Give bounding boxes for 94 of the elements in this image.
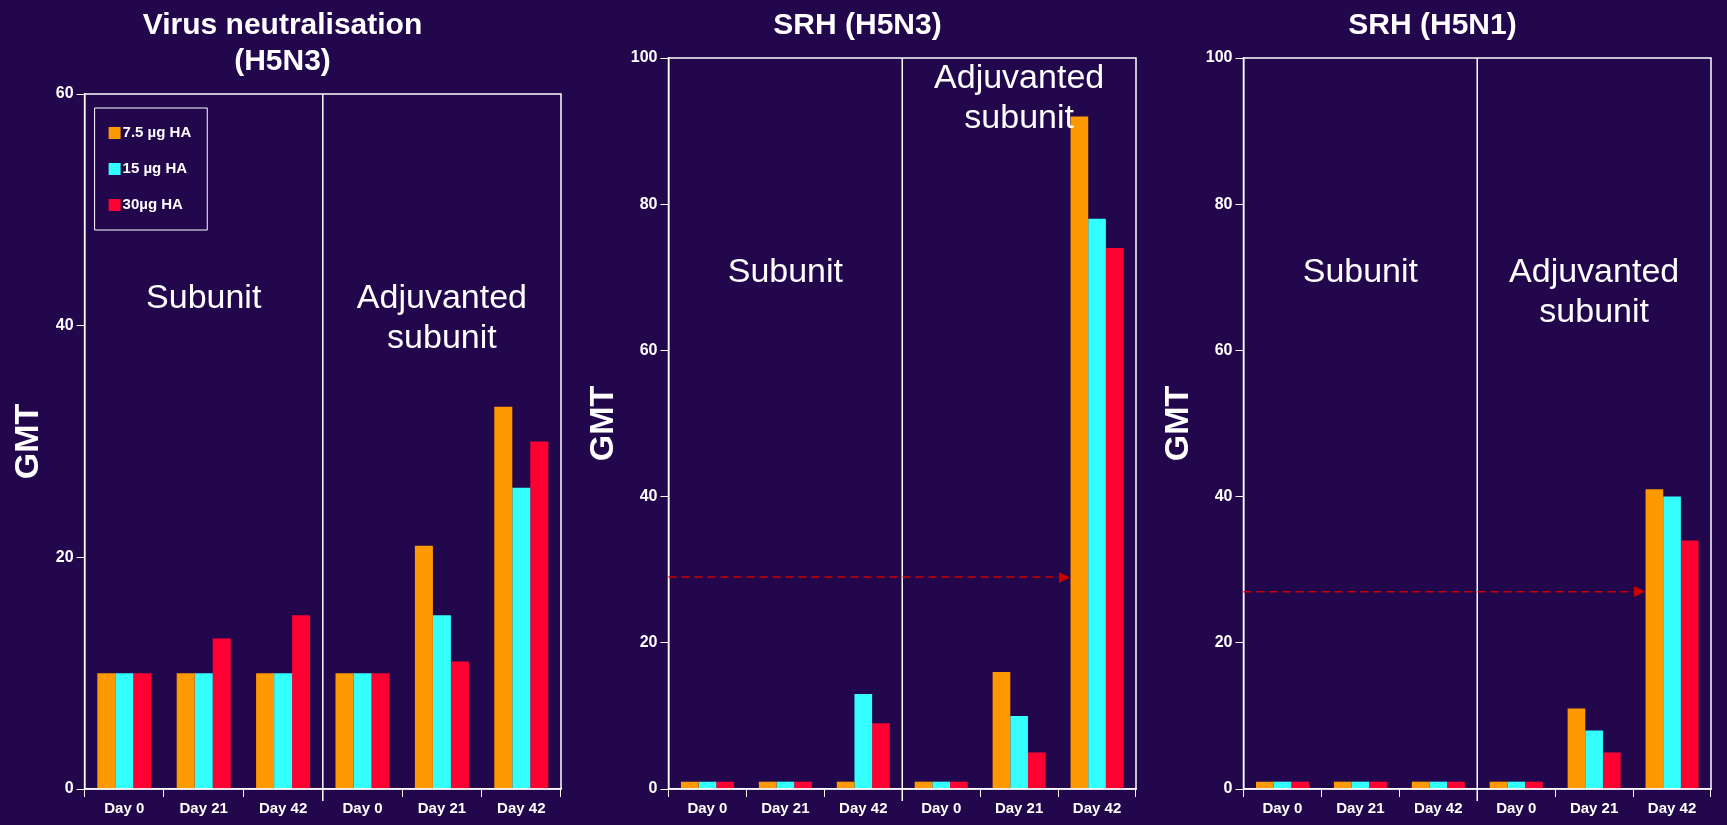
x-tick-label: Day 42 bbox=[497, 799, 546, 817]
bar bbox=[1291, 781, 1309, 789]
bar bbox=[194, 673, 213, 789]
bar bbox=[1602, 752, 1621, 789]
bar bbox=[97, 673, 116, 789]
x-tick-label: Day 21 bbox=[761, 799, 810, 817]
annotation: Subunit bbox=[146, 277, 262, 316]
legend-label: 30µg HA bbox=[122, 195, 184, 213]
y-tick-label: 60 bbox=[639, 340, 658, 358]
y-tick-label: 40 bbox=[55, 316, 74, 334]
bar bbox=[794, 781, 812, 789]
bar bbox=[133, 673, 152, 789]
y-tick-label: 100 bbox=[1205, 48, 1233, 66]
bar bbox=[1507, 781, 1526, 789]
bar bbox=[1027, 752, 1046, 789]
y-tick-label: 0 bbox=[648, 779, 658, 797]
y-tick-label: 0 bbox=[64, 779, 74, 797]
bar bbox=[335, 673, 354, 789]
chart-title: SRH (H5N3) bbox=[773, 7, 942, 41]
bar bbox=[1088, 218, 1106, 789]
x-tick-label: Day 42 bbox=[1072, 799, 1122, 817]
y-tick-label: 20 bbox=[639, 633, 658, 651]
y-tick-label: 20 bbox=[55, 547, 74, 565]
bar bbox=[1369, 781, 1387, 789]
annotation: Adjuvanted subunit bbox=[1509, 250, 1680, 329]
bar bbox=[758, 781, 777, 789]
annotation: Adjuvanted subunit bbox=[356, 277, 527, 356]
bar bbox=[1585, 730, 1603, 789]
x-tick-label: Day 21 bbox=[179, 799, 228, 817]
x-tick-label: Day 42 bbox=[1647, 799, 1697, 817]
bar bbox=[176, 673, 195, 789]
x-tick-label: Day 42 bbox=[258, 799, 308, 817]
bar bbox=[932, 781, 951, 789]
bar bbox=[950, 781, 968, 789]
y-tick-label: 60 bbox=[55, 84, 74, 102]
x-tick-label: Day 21 bbox=[1336, 799, 1385, 817]
bar bbox=[256, 673, 275, 789]
y-tick-label: 20 bbox=[1214, 633, 1233, 651]
y-tick-label: 80 bbox=[639, 194, 658, 212]
x-tick-label: Day 0 bbox=[342, 799, 383, 817]
annotation: Subunit bbox=[727, 250, 844, 289]
bar bbox=[1255, 781, 1274, 789]
x-tick-label: Day 0 bbox=[687, 799, 728, 817]
bar bbox=[353, 673, 372, 789]
y-axis-title: GMT bbox=[1156, 385, 1195, 462]
bar bbox=[274, 673, 293, 789]
y-tick-label: 100 bbox=[630, 48, 658, 66]
bar bbox=[1447, 781, 1465, 789]
bar bbox=[1333, 781, 1352, 789]
bar bbox=[530, 441, 549, 789]
x-tick-label: Day 21 bbox=[417, 799, 467, 817]
chart-title: SRH (H5N1) bbox=[1348, 7, 1517, 41]
annotation: Adjuvanted subunit bbox=[934, 57, 1105, 136]
bar bbox=[1645, 489, 1664, 789]
legend-label: 7.5 µg HA bbox=[122, 123, 192, 141]
bar bbox=[680, 781, 699, 789]
y-tick-label: 0 bbox=[1223, 779, 1233, 797]
y-axis-title: GMT bbox=[581, 385, 620, 462]
bar bbox=[1010, 715, 1028, 789]
x-tick-label: Day 0 bbox=[1496, 799, 1537, 817]
bar bbox=[716, 781, 734, 789]
bar bbox=[1680, 540, 1699, 789]
bar bbox=[371, 673, 390, 789]
bar bbox=[1525, 781, 1543, 789]
bar bbox=[1663, 496, 1681, 789]
bar bbox=[512, 487, 531, 789]
x-tick-label: Day 42 bbox=[839, 799, 888, 817]
x-tick-label: Day 0 bbox=[104, 799, 145, 817]
y-tick-label: 80 bbox=[1214, 194, 1233, 212]
bar bbox=[1567, 708, 1586, 789]
bar bbox=[494, 406, 513, 789]
bar bbox=[414, 545, 433, 789]
y-tick-label: 40 bbox=[1214, 487, 1233, 505]
chart-title: Virus neutralisation (H5N3) bbox=[142, 7, 423, 77]
legend-label: 15 µg HA bbox=[122, 159, 188, 177]
x-tick-label: Day 0 bbox=[921, 799, 962, 817]
bar bbox=[212, 638, 231, 789]
y-tick-label: 40 bbox=[639, 487, 658, 505]
bar bbox=[1429, 781, 1448, 789]
x-tick-label: Day 21 bbox=[1569, 799, 1619, 817]
bar bbox=[872, 723, 890, 789]
bar bbox=[432, 615, 451, 789]
y-axis-title: GMT bbox=[6, 403, 45, 480]
bar bbox=[115, 673, 134, 789]
bar bbox=[992, 672, 1011, 789]
bar bbox=[1105, 248, 1124, 789]
x-tick-label: Day 0 bbox=[1262, 799, 1303, 817]
bar bbox=[854, 693, 873, 789]
y-tick-label: 60 bbox=[1214, 340, 1233, 358]
bar bbox=[450, 661, 469, 789]
x-tick-label: Day 21 bbox=[994, 799, 1044, 817]
x-tick-label: Day 42 bbox=[1414, 799, 1463, 817]
bar bbox=[292, 615, 311, 789]
annotation: Subunit bbox=[1302, 250, 1419, 289]
